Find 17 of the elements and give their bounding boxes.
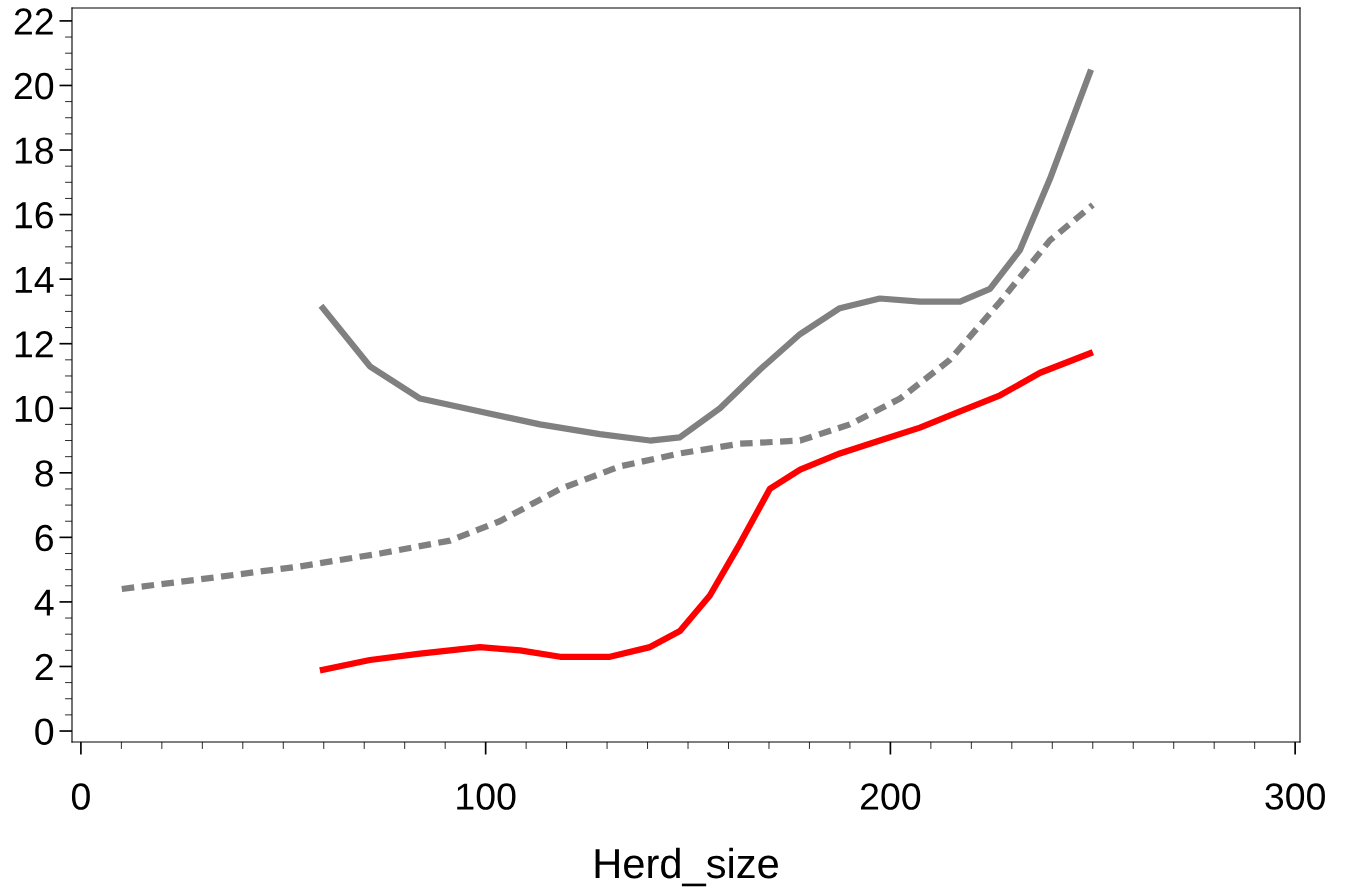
y-tick-label: 8 <box>35 460 54 487</box>
y-tick-label: 16 <box>15 201 53 229</box>
x-axis-title: Herd_size <box>595 847 778 887</box>
x-tick-label: 300 <box>1265 783 1325 810</box>
y-tick-label: 12 <box>15 331 53 358</box>
y-tick-label: 0 <box>35 718 54 745</box>
y-tick-label: 2 <box>35 653 53 681</box>
x-tick-label: 200 <box>861 783 921 810</box>
x-tick-label: 0 <box>71 783 90 810</box>
y-tick-label: 6 <box>35 524 53 552</box>
x-tick-label: 100 <box>457 783 516 810</box>
y-tick-label: 20 <box>14 72 54 100</box>
y-tick-label: 10 <box>15 395 54 423</box>
y-tick-label: 14 <box>15 266 54 293</box>
y-tick-label: 18 <box>15 137 54 164</box>
y-tick-label: 22 <box>14 8 53 35</box>
y-tick-label: 4 <box>34 589 54 616</box>
